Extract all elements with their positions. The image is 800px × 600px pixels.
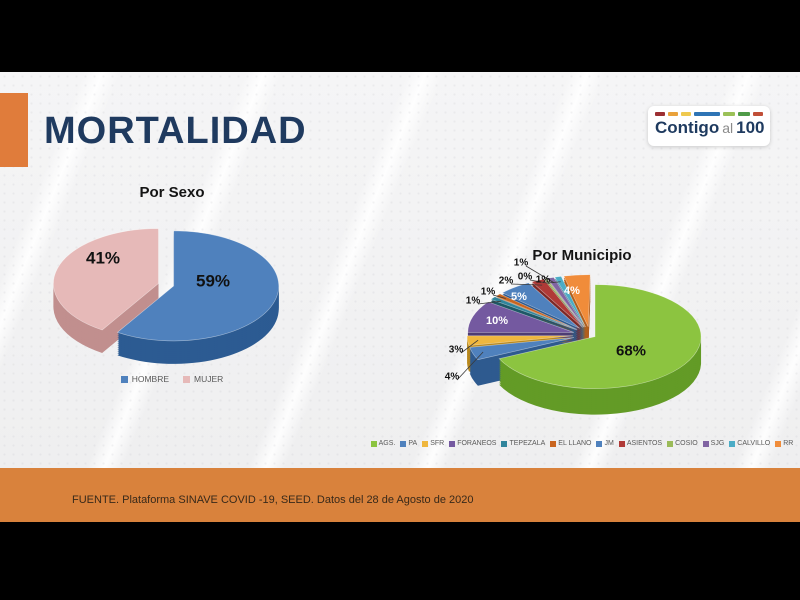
legend-item: TEPEZALA — [501, 440, 545, 447]
slide: MORTALIDAD Contigo al 100 Por Sexo 59% 41… — [0, 72, 800, 522]
logo-dash — [681, 112, 691, 116]
pie-chart-por-sexo: 59% 41% — [53, 228, 279, 364]
legend-swatch — [370, 440, 377, 447]
legend-swatch — [422, 440, 429, 447]
svg-text:41%: 41% — [86, 249, 120, 268]
legend-item: MUJER — [183, 374, 223, 384]
svg-text:1%: 1% — [536, 275, 551, 286]
svg-text:0%: 0% — [518, 272, 533, 283]
legend-swatch — [183, 375, 191, 383]
legend-item: CALVILLO — [729, 440, 770, 447]
legend-item: RR — [775, 440, 793, 447]
svg-text:59%: 59% — [196, 272, 230, 291]
legend-label: PA — [408, 440, 418, 447]
svg-text:68%: 68% — [616, 343, 646, 360]
svg-text:1%: 1% — [514, 258, 529, 269]
chart-title-por-sexo: Por Sexo — [139, 184, 205, 201]
svg-text:1%: 1% — [466, 296, 481, 307]
legend-item: AGS. — [370, 440, 396, 447]
logo-dash — [753, 112, 763, 116]
letterbox-top — [0, 0, 800, 72]
logo-word-contigo: Contigo — [655, 118, 720, 137]
svg-text:4%: 4% — [445, 372, 460, 383]
legend-item: HOMBRE — [120, 374, 170, 384]
legend-item: SJG — [702, 440, 725, 447]
legend-label: EL LLANO — [558, 440, 592, 447]
legend-item: SFR — [422, 440, 444, 447]
logo-text: Contigo al 100 — [655, 118, 765, 137]
footer-band: FUENTE. Plataforma SINAVE COVID -19, SEE… — [0, 468, 800, 522]
legend-label: SFR — [430, 440, 445, 447]
legend-item: JM — [596, 440, 614, 447]
svg-text:1%: 1% — [481, 287, 496, 298]
legend-item: COSIO — [667, 440, 698, 447]
legend-label: AGS. — [378, 440, 396, 447]
orange-accent-square — [0, 93, 28, 167]
svg-text:4%: 4% — [564, 285, 580, 297]
logo-word-al: al — [722, 120, 734, 136]
logo-dash — [694, 112, 720, 116]
legend-item: PA — [400, 440, 417, 447]
svg-text:3%: 3% — [449, 345, 464, 356]
svg-text:5%: 5% — [511, 291, 527, 303]
legend-label: MUJER — [194, 374, 224, 384]
legend-swatch — [618, 440, 625, 447]
legend-label: ASIENTOS — [626, 440, 663, 447]
legend-por-municipio: AGS. PA SFR FORANEOS TEPEZALA EL LLANO JM ASIEN… — [370, 440, 793, 447]
logo-dash — [655, 112, 665, 116]
legend-label: FORANEOS — [457, 440, 497, 447]
chart-title-por-municipio: Por Municipio — [532, 247, 632, 264]
legend-swatch — [702, 440, 709, 447]
contigo-al-100-logo: Contigo al 100 — [648, 106, 770, 146]
legend-swatch — [400, 440, 407, 447]
legend-label: RR — [783, 440, 794, 447]
letterbox-bottom — [0, 522, 800, 600]
legend-label: TEPEZALA — [509, 440, 546, 447]
legend-label: COSIO — [675, 440, 698, 447]
logo-dash — [738, 112, 750, 116]
pie-chart-por-municipio: 68%4%3%10%1%1% 5%2% 0%1%1%4% — [445, 258, 702, 415]
legend-label: JM — [604, 440, 614, 447]
logo-color-dashes — [655, 112, 763, 116]
svg-text:10%: 10% — [486, 315, 508, 327]
legend-swatch — [775, 440, 782, 447]
legend-label: SJG — [710, 440, 725, 447]
legend-swatch — [729, 440, 736, 447]
page-title: MORTALIDAD — [44, 110, 307, 152]
legend-item: ASIENTOS — [618, 440, 663, 447]
logo-dash — [723, 112, 735, 116]
legend-item: EL LLANO — [550, 440, 591, 447]
legend-swatch — [667, 440, 674, 447]
legend-swatch — [550, 440, 557, 447]
legend-por-sexo: HOMBRE MUJER — [72, 374, 272, 384]
logo-word-100: 100 — [736, 118, 765, 137]
source-note: FUENTE. Plataforma SINAVE COVID -19, SEE… — [72, 494, 474, 506]
svg-text:2%: 2% — [499, 276, 514, 287]
legend-label: CALVILLO — [737, 440, 771, 447]
legend-swatch — [501, 440, 508, 447]
legend-item: FORANEOS — [449, 440, 496, 447]
legend-swatch — [449, 440, 456, 447]
legend-swatch — [596, 440, 603, 447]
legend-label: HOMBRE — [131, 374, 170, 384]
logo-dash — [668, 112, 678, 116]
legend-swatch — [120, 375, 128, 383]
